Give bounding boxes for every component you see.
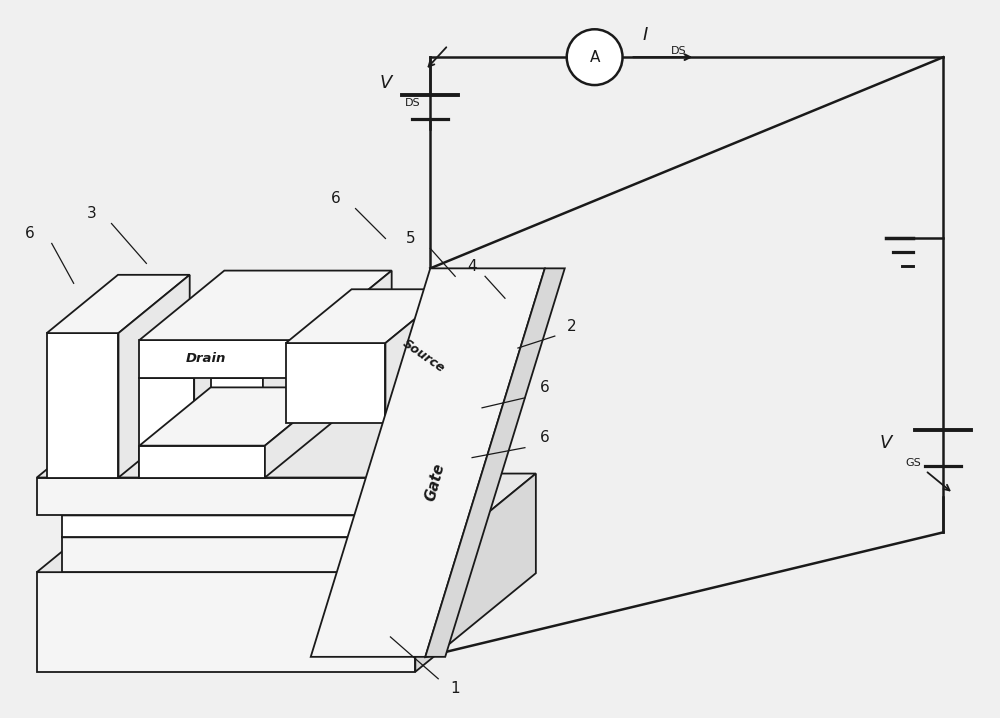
Polygon shape <box>139 446 265 477</box>
Text: 4: 4 <box>467 259 477 274</box>
Polygon shape <box>307 271 392 378</box>
Polygon shape <box>286 289 451 343</box>
Polygon shape <box>415 474 536 672</box>
Polygon shape <box>390 452 495 572</box>
Text: V: V <box>879 434 892 452</box>
Text: GS: GS <box>906 457 921 467</box>
Polygon shape <box>211 378 263 477</box>
Polygon shape <box>62 516 390 537</box>
Polygon shape <box>37 477 390 516</box>
Text: DS: DS <box>405 98 420 108</box>
Polygon shape <box>62 452 495 537</box>
Polygon shape <box>390 399 486 516</box>
Polygon shape <box>62 537 390 572</box>
Polygon shape <box>47 333 118 477</box>
Polygon shape <box>390 430 495 537</box>
Text: I: I <box>643 27 648 45</box>
Polygon shape <box>118 275 190 477</box>
Text: Drain: Drain <box>186 353 226 365</box>
Polygon shape <box>37 572 415 672</box>
Circle shape <box>567 29 623 85</box>
Polygon shape <box>265 388 336 477</box>
Polygon shape <box>263 320 334 477</box>
Text: 6: 6 <box>25 226 35 241</box>
Polygon shape <box>425 269 565 657</box>
Text: 6: 6 <box>540 430 550 445</box>
Polygon shape <box>47 275 190 333</box>
Polygon shape <box>139 340 307 378</box>
Polygon shape <box>311 269 545 657</box>
Text: V: V <box>379 74 392 92</box>
Polygon shape <box>37 474 536 572</box>
Polygon shape <box>385 289 451 423</box>
Text: 5: 5 <box>406 231 415 246</box>
Polygon shape <box>37 399 486 477</box>
Polygon shape <box>194 320 265 477</box>
Polygon shape <box>139 388 336 446</box>
Text: 3: 3 <box>87 206 96 221</box>
Text: Gate: Gate <box>423 462 448 503</box>
Text: 1: 1 <box>450 681 460 696</box>
Polygon shape <box>139 271 392 340</box>
Text: 6: 6 <box>331 191 341 206</box>
Text: A: A <box>589 50 600 65</box>
Polygon shape <box>286 343 385 423</box>
Polygon shape <box>139 378 194 477</box>
Polygon shape <box>139 320 265 378</box>
Polygon shape <box>211 320 334 378</box>
Polygon shape <box>62 430 495 516</box>
Text: Source: Source <box>400 337 447 376</box>
Text: DS: DS <box>670 46 686 56</box>
Text: 6: 6 <box>540 381 550 396</box>
Text: 2: 2 <box>567 319 577 334</box>
